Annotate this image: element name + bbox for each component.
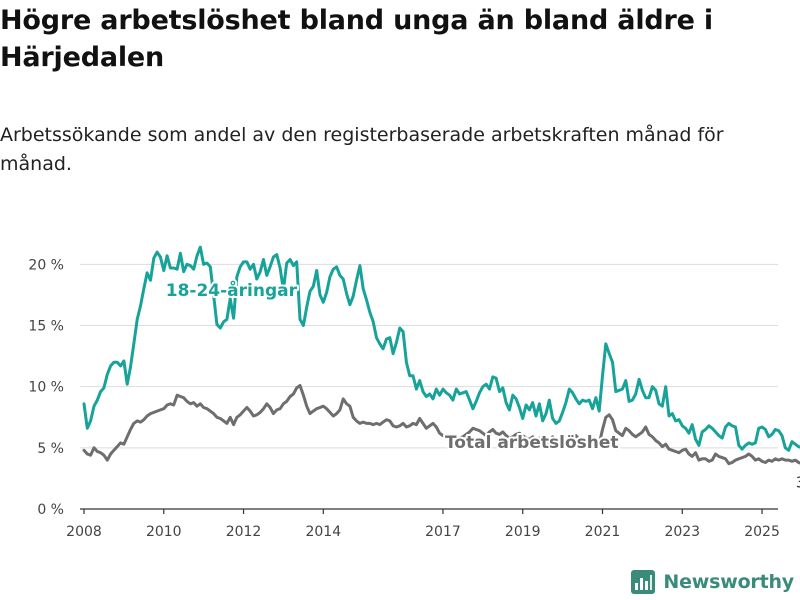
y-axis-tick-labels: 0 % 5 % 10 % 15 % 20 % [28, 257, 64, 518]
x-tick-label: 2017 [425, 524, 461, 540]
page-title: Högre arbetslöshet bland unga än bland ä… [0, 5, 713, 73]
series-label-youth: 18-24-åringar [166, 279, 298, 301]
series-label-total: Total arbetslöshet [445, 433, 619, 453]
y-tick-label: 10 % [28, 380, 64, 396]
y-tick-label: 5 % [37, 441, 64, 457]
x-tick-label: 2008 [66, 524, 102, 540]
end-value-total: 3,9 % [796, 473, 800, 491]
newsworthy-brand[interactable]: Newsworthy [631, 570, 794, 594]
series-line-1 [82, 384, 800, 466]
y-tick-label: 20 % [28, 257, 64, 273]
x-tick-label: 2023 [664, 524, 700, 540]
x-tick-label: 2021 [585, 524, 621, 540]
x-tick-label: 2014 [305, 524, 341, 540]
line-chart: 0 %5 %10 %15 %20 % 2008 2010 2012 2014 2017 2… [28, 245, 800, 540]
y-tick-label: 0 % [37, 502, 64, 518]
x-tick-label: 2025 [744, 524, 780, 540]
bar-chart-logo-icon [631, 570, 656, 594]
page-subtitle: Arbetssökande som andel av den registerb… [0, 124, 724, 175]
x-axis: 2008 2010 2012 2014 2017 2019 2021 2023 2025 [66, 508, 780, 540]
x-tick-label: 2010 [146, 524, 182, 540]
x-tick-label: 2012 [226, 524, 262, 540]
y-tick-label: 15 % [28, 319, 64, 335]
brand-name: Newsworthy [663, 571, 794, 593]
x-tick-label: 2019 [505, 524, 541, 540]
series-lines [82, 245, 800, 466]
series-line-0 [82, 245, 800, 452]
